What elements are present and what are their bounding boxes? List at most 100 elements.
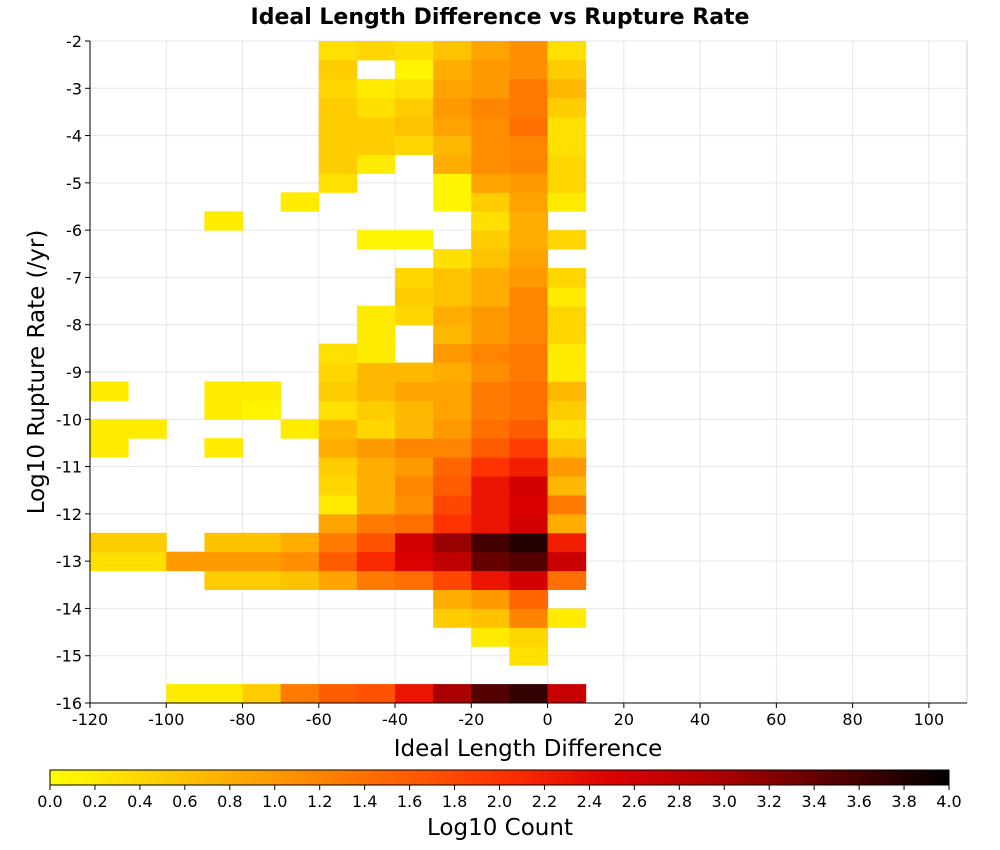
heatmap-cell (318, 400, 358, 420)
heatmap-cell (356, 154, 396, 174)
heatmap-cell (395, 513, 434, 534)
heatmap-cell (395, 116, 434, 137)
heatmap-cell (318, 116, 358, 137)
heatmap-cell (356, 78, 396, 99)
heatmap-cell (356, 305, 396, 326)
heatmap-cell (509, 230, 549, 250)
heatmap-cell (318, 570, 358, 591)
plot-area (89, 40, 968, 704)
heatmap-cell (547, 230, 587, 250)
heatmap-cell (509, 305, 549, 326)
heatmap-cell (395, 494, 434, 515)
heatmap-cell (90, 551, 129, 572)
colorbar-tick-label: 1.6 (397, 792, 422, 811)
heatmap-cell (471, 135, 510, 155)
heatmap-cell (471, 173, 510, 193)
heatmap-cell (356, 570, 396, 591)
heatmap-cell (318, 381, 358, 401)
x-tick-label: -60 (306, 710, 332, 729)
heatmap-cell (509, 419, 549, 439)
heatmap-cell (433, 116, 472, 137)
heatmap-cell (356, 230, 396, 250)
heatmap-cell (471, 97, 510, 118)
heatmap-cell (471, 59, 510, 80)
colorbar-tick-label: 0.2 (82, 792, 107, 811)
heatmap-cell (471, 192, 510, 212)
y-tick-label: -14 (56, 599, 82, 618)
heatmap-cell (471, 457, 510, 477)
colorbar-tick-label: 4.0 (936, 792, 961, 811)
heatmap-cell (395, 230, 434, 250)
heatmap-cell (509, 97, 549, 118)
heatmap-cell (204, 532, 244, 553)
y-tick-label: -4 (66, 127, 82, 146)
x-tick-label: -120 (72, 710, 108, 729)
heatmap-cell (90, 532, 129, 553)
heatmap-cell (509, 570, 549, 591)
y-tick-label: -12 (56, 505, 82, 524)
heatmap-cell (509, 116, 549, 137)
colorbar-tick-label: 1.4 (352, 792, 377, 811)
heatmap-cell (204, 570, 244, 591)
heatmap-cell (471, 608, 510, 628)
x-tick-label: -40 (382, 710, 408, 729)
heatmap-cell (547, 362, 587, 382)
colorbar-tick-label: 1.8 (442, 792, 467, 811)
heatmap-cell (395, 41, 434, 42)
heatmap-cell (471, 78, 510, 99)
heatmap-cell (433, 381, 472, 401)
y-tick-label: -6 (66, 221, 82, 240)
heatmap-cell (509, 192, 549, 212)
heatmap-cell (509, 78, 549, 99)
heatmap-cell (356, 513, 396, 534)
colorbar-tick-label: 2.0 (487, 792, 512, 811)
heatmap-cell (547, 305, 587, 326)
heatmap-cell (204, 438, 244, 458)
heatmap-cell (547, 154, 587, 174)
heatmap-cell (433, 324, 472, 345)
heatmap-cell (509, 41, 549, 42)
heatmap-cell (318, 551, 358, 572)
heatmap-cell (356, 41, 396, 61)
colorbar-tick-label: 0.0 (37, 792, 62, 811)
heatmap-cell (318, 59, 358, 80)
heatmap-cell (509, 324, 549, 345)
y-axis-label: Log10 Rupture Rate (/yr) (24, 230, 50, 515)
x-axis-label: Ideal Length Difference (394, 736, 663, 762)
x-tick-label: 60 (766, 710, 786, 729)
heatmap-cell (471, 513, 510, 534)
colorbar-tick-label: 0.6 (172, 792, 197, 811)
heatmap-cell (547, 343, 587, 364)
heatmap-cell (509, 589, 549, 609)
heatmap-cell (395, 381, 434, 401)
y-tick-label: -7 (66, 268, 82, 287)
heatmap-cell (356, 381, 396, 401)
heatmap-cell (509, 267, 549, 288)
heatmap-cell (128, 532, 167, 553)
heatmap-cell (471, 494, 510, 515)
heatmap-cell (471, 419, 510, 439)
heatmap-cell (471, 570, 510, 591)
heatmap-cell (509, 173, 549, 193)
heatmap-cells (90, 41, 587, 704)
heatmap-cell (471, 267, 510, 288)
heatmap-cell (395, 570, 434, 591)
heatmap-cell (471, 381, 510, 401)
heatmap-cell (547, 551, 587, 572)
heatmap-cell (509, 154, 549, 174)
heatmap-cell (318, 684, 358, 704)
heatmap-cell (395, 59, 434, 80)
heatmap-cell (509, 513, 549, 534)
y-tick-label: -10 (56, 410, 82, 429)
heatmap-cell (471, 476, 510, 496)
heatmap-cell (433, 532, 472, 553)
colorbar-tick-label: 2.6 (622, 792, 647, 811)
heatmap-cell (471, 627, 510, 647)
heatmap-cell (204, 400, 244, 420)
heatmap-cell (471, 305, 510, 326)
heatmap-cell (433, 400, 472, 420)
x-tick-label: -100 (148, 710, 184, 729)
heatmap-cell (242, 400, 282, 420)
heatmap-cell (433, 551, 472, 572)
heatmap-cell (471, 230, 510, 250)
